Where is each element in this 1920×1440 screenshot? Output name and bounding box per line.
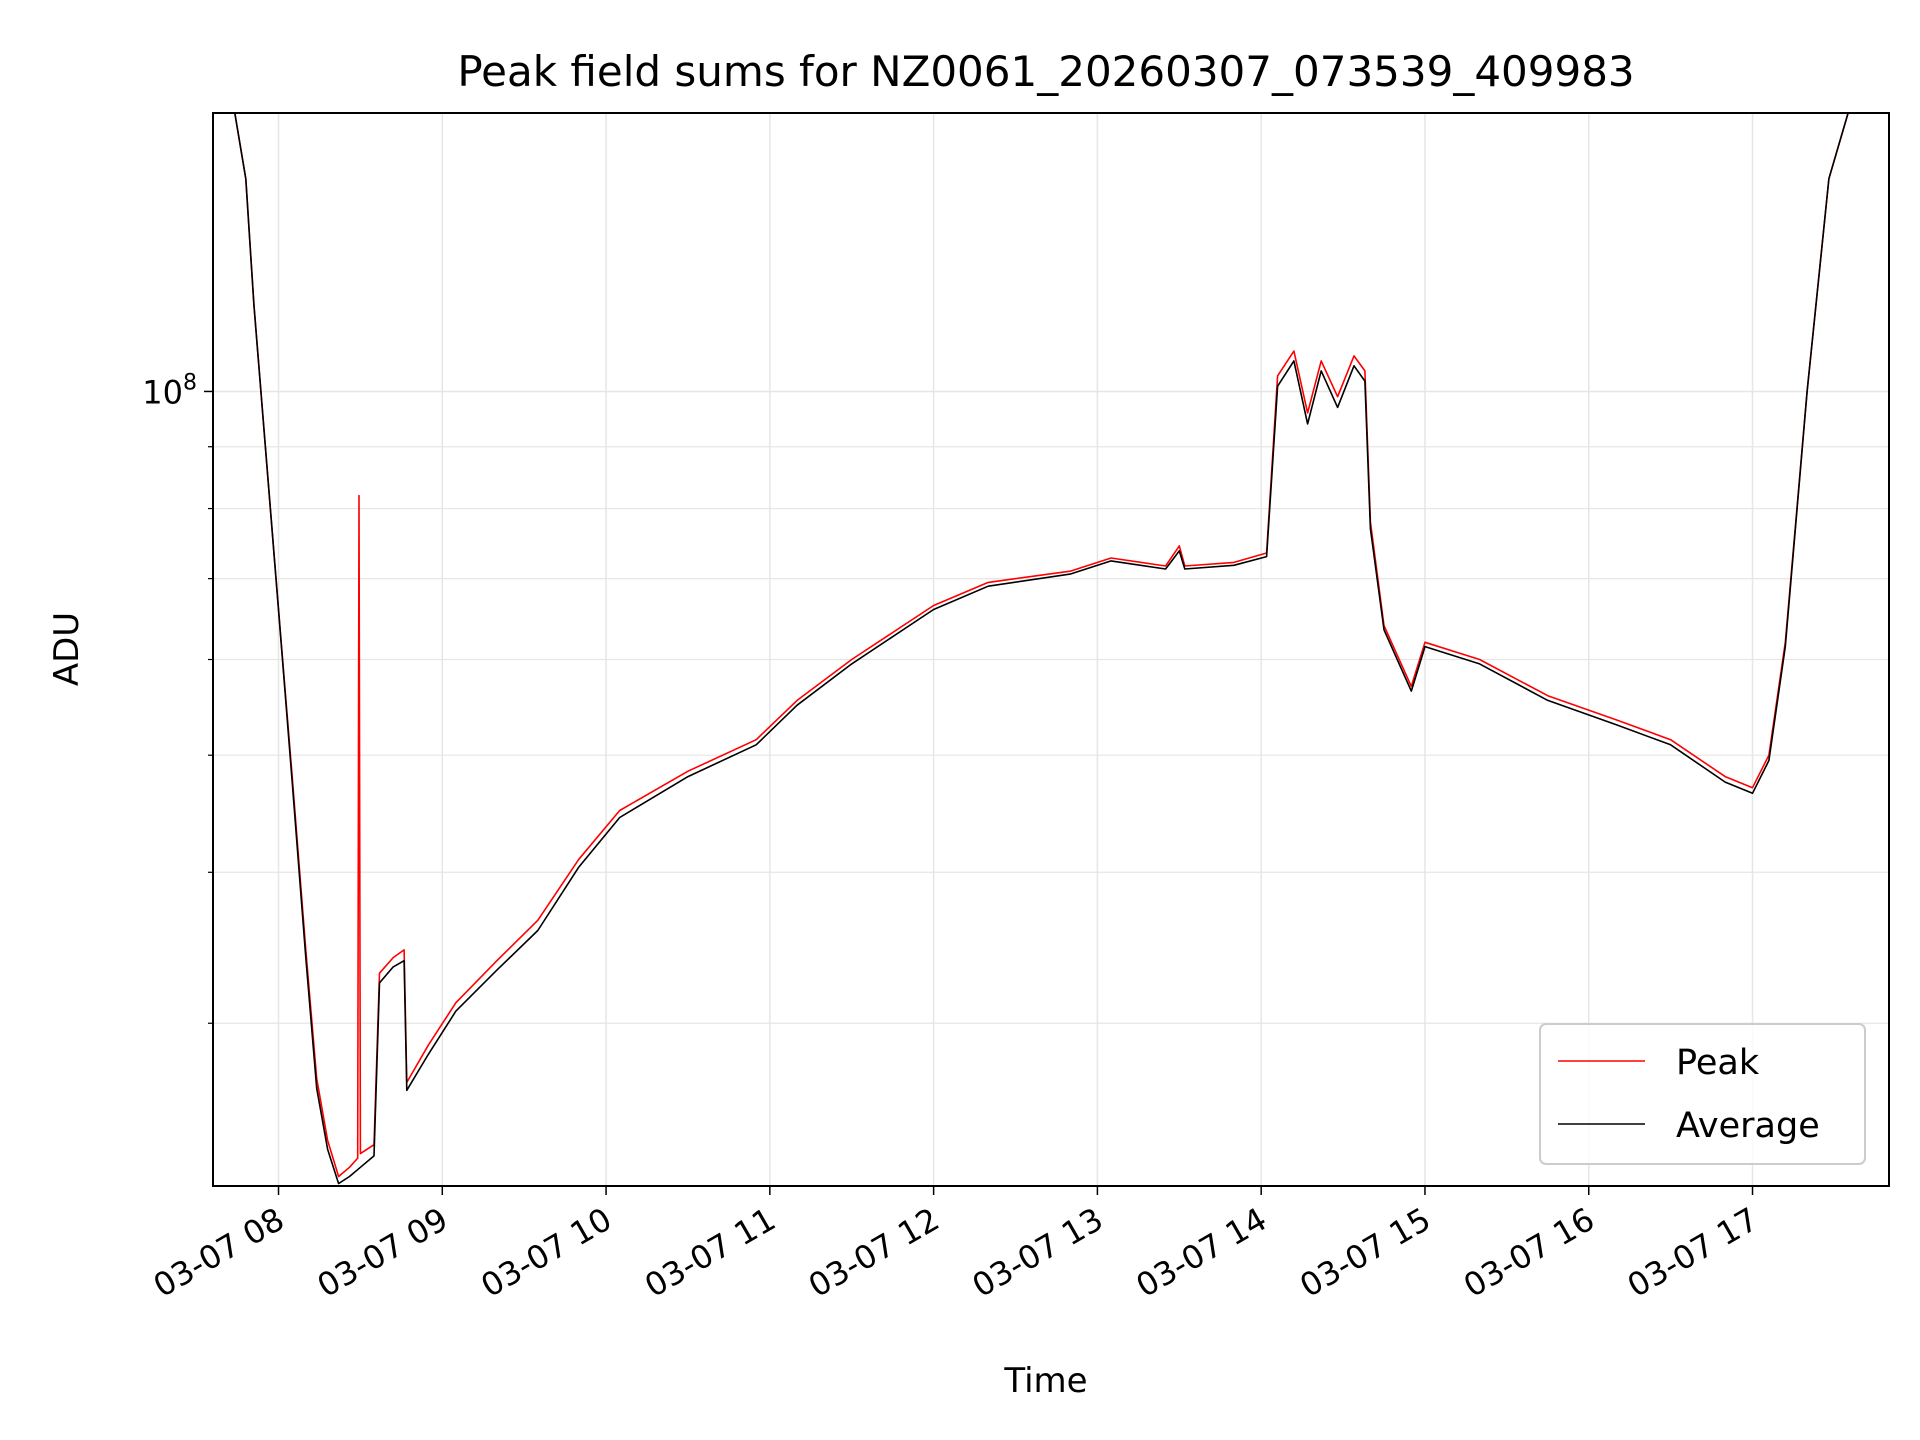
series-line-peak xyxy=(234,113,1849,1178)
x-axis-title: Time xyxy=(1003,1361,1087,1401)
legend-box xyxy=(1539,1023,1866,1165)
y-tick-label-exponent: 8 xyxy=(183,370,197,395)
y-tick-label: 108 xyxy=(142,370,197,411)
series-lines xyxy=(234,113,1849,1185)
y-axis-ticks: 108 xyxy=(142,370,213,1024)
y-axis-title: ADU xyxy=(47,612,87,686)
legend-peak-label: Peak xyxy=(1676,1043,1760,1083)
y-tick-label-base: 10 xyxy=(142,373,183,411)
chart-title: Peak field sums for NZ0061_20260307_0735… xyxy=(457,47,1634,96)
series-line-average xyxy=(234,113,1849,1185)
plot-frame xyxy=(212,112,1890,1187)
legend: Peak Average xyxy=(1539,1023,1866,1165)
legend-average-label: Average xyxy=(1676,1106,1820,1146)
